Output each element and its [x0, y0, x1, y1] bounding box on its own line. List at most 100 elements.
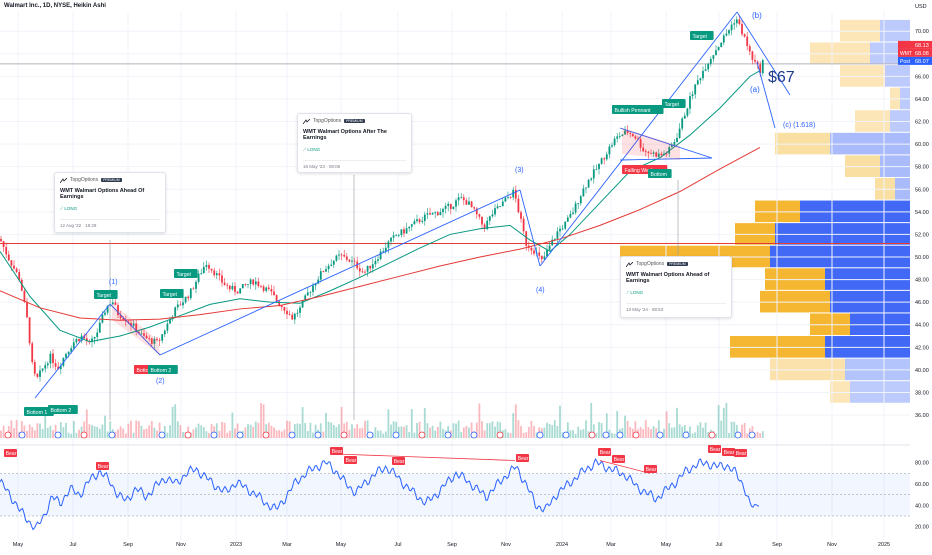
volume-bar — [520, 426, 522, 438]
volume-bar — [416, 422, 418, 438]
candle-body — [418, 219, 421, 222]
volume-bar — [639, 426, 642, 438]
callout-badge: PREMIUM — [101, 178, 122, 182]
event-icon — [632, 431, 640, 439]
last-price-tag-bg — [898, 40, 932, 49]
volume-bar — [442, 428, 444, 438]
volume-bar — [735, 424, 738, 438]
candle-body — [65, 353, 67, 358]
candle-body — [176, 304, 179, 308]
candle-body — [275, 295, 278, 302]
event-icon — [602, 431, 610, 439]
candle-body — [728, 30, 730, 34]
candle-body — [673, 142, 676, 145]
candle-body — [488, 216, 491, 221]
idea-callout-1[interactable]: TopgOptions PREMIUM WMT Walmart Options … — [54, 172, 166, 233]
volume-bar — [106, 431, 109, 438]
trend-lines — [34, 11, 791, 420]
candle-body — [119, 315, 122, 319]
candle-body — [317, 279, 320, 284]
rsi-bear-label-bg — [644, 465, 657, 473]
volume-bar — [577, 426, 580, 438]
candle-body — [18, 272, 21, 280]
event-icon — [682, 431, 690, 439]
candle-body — [200, 273, 203, 274]
event-icon — [588, 431, 596, 439]
candle-body — [478, 214, 481, 217]
volume-bar — [10, 420, 13, 438]
candle-body — [387, 241, 390, 248]
volume-bar — [104, 415, 106, 438]
candle-body — [569, 213, 572, 218]
candle-body — [548, 245, 551, 250]
rsi-bear-label: Bear — [518, 456, 529, 462]
event-icon — [236, 431, 244, 439]
volume-bar — [605, 413, 608, 438]
topgoptions-logo-icon — [626, 261, 633, 267]
candle-body — [163, 330, 166, 335]
candle-body — [343, 254, 346, 257]
candle-body — [540, 255, 543, 260]
callout-brand-name: TopgOptions — [70, 177, 99, 183]
candle-body — [174, 307, 177, 317]
candle-body — [46, 363, 49, 366]
rsi-bear-label: Bear — [614, 457, 625, 463]
candle-body — [678, 128, 681, 139]
volume-bar — [514, 404, 517, 438]
candle-body — [54, 363, 57, 367]
volume-bar — [280, 431, 283, 438]
event-icon — [314, 431, 322, 439]
candle-body — [405, 228, 408, 234]
candle-body — [670, 144, 673, 148]
volume-bar — [410, 409, 413, 438]
volume-bar — [124, 433, 127, 438]
candle-body — [270, 289, 273, 292]
time-axis-tick: Sep — [772, 542, 782, 548]
candle-body — [473, 207, 476, 209]
rsi-bear-label: Bear — [736, 451, 747, 457]
candle-body — [257, 281, 260, 287]
candle-body — [205, 264, 208, 267]
candle-body — [231, 286, 234, 290]
rsi-bear-label-bg — [722, 448, 735, 456]
volume-bar — [403, 426, 405, 438]
rsi-axis-tick: 80.00 — [915, 461, 929, 467]
volume-bar — [325, 412, 327, 438]
candle-body — [439, 212, 442, 216]
volume-bar — [551, 425, 554, 438]
volume-bar — [278, 430, 281, 438]
volume-bar — [746, 433, 749, 438]
candle-body — [579, 196, 582, 204]
volume-bar — [145, 428, 148, 438]
currency-label: USD — [915, 4, 927, 10]
volume-bar — [353, 428, 356, 438]
candle-body — [712, 55, 715, 59]
candle-body — [374, 260, 377, 265]
event-icon — [210, 431, 218, 439]
candle-body — [111, 302, 114, 305]
event-icon — [708, 431, 716, 439]
event-icon — [418, 431, 426, 439]
volume-bar — [98, 428, 101, 438]
volume-bar — [543, 427, 546, 438]
time-axis-tick: 2023 — [230, 542, 242, 548]
long-arrow-icon: ⟋ — [626, 290, 630, 295]
rsi-bear-label-bg — [598, 448, 611, 456]
idea-callout-3[interactable]: TopgOptions PREMIUM WMT Walmart Options … — [620, 256, 732, 318]
price-axis-tick: 62.00 — [915, 120, 929, 126]
rsi-bear-label: Bear — [346, 458, 357, 464]
candle-body — [322, 271, 325, 273]
volume-bar — [54, 424, 57, 438]
pattern-label: Target — [665, 102, 680, 108]
time-axis-tick: Sep — [447, 542, 457, 548]
volume-bar — [408, 432, 411, 438]
time-axis-tick: Jul — [69, 542, 76, 548]
pattern-label: Bottom 2 — [151, 368, 172, 374]
candle-body — [283, 306, 286, 311]
idea-callout-2[interactable]: TopgOptions PREMIUM WMT Walmart Options … — [297, 113, 412, 173]
volume-bar — [553, 420, 556, 438]
long-arrow-icon: ⟋ — [303, 147, 307, 152]
